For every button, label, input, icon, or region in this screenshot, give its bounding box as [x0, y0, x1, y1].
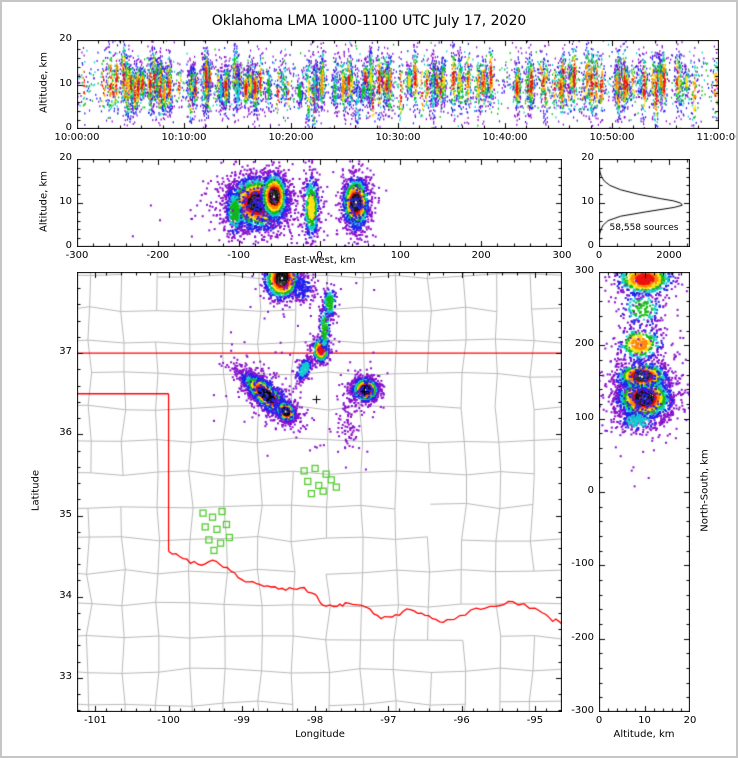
y-tick-label: 10 — [59, 196, 72, 207]
ew-panel-xlabel: East-West, km — [284, 255, 356, 266]
x-tick-label: -97 — [380, 715, 397, 726]
y-tick-label: -200 — [571, 631, 594, 643]
x-tick-label: -101 — [83, 715, 107, 726]
y-tick-label: 10 — [581, 196, 594, 207]
map-xlabel: Longitude — [295, 729, 345, 740]
x-tick-label: 20 — [683, 715, 697, 726]
y-tick-label: 200 — [574, 338, 594, 350]
figure-title: Oklahoma LMA 1000-1100 UTC July 17, 2020 — [211, 13, 527, 29]
y-tick-label: 20 — [59, 33, 72, 44]
map-ylabel: Latitude — [30, 469, 42, 512]
x-tick-label: 0 — [316, 250, 323, 261]
y-tick-label: 100 — [574, 411, 594, 423]
time-altitude-plot — [77, 40, 719, 129]
x-tick-label: 10:50:00 — [589, 132, 635, 143]
x-tick-label: -98 — [306, 715, 324, 726]
y-tick-label: 300 — [574, 265, 594, 276]
map-plot — [77, 272, 562, 712]
x-tick-label: 11:00:00 — [696, 132, 738, 143]
y-tick-label: 36 — [59, 427, 72, 439]
x-tick-label: -100 — [227, 250, 250, 261]
x-tick-label: 10:40:00 — [482, 132, 528, 143]
y-tick-label: -100 — [571, 558, 594, 570]
y-tick-label: 0 — [65, 122, 72, 133]
y-tick-label: -300 — [571, 705, 594, 716]
x-tick-label: 10:10:00 — [161, 132, 207, 143]
y-tick-label: 37 — [59, 346, 72, 358]
eastwest-altitude-plot — [77, 159, 562, 247]
x-tick-label: 300 — [552, 250, 572, 261]
x-tick-label: 10:30:00 — [375, 132, 421, 143]
y-tick-label: 20 — [59, 152, 72, 163]
x-tick-label: 10:00:00 — [54, 132, 100, 143]
x-tick-label: 10:20:00 — [268, 132, 314, 143]
y-tick-label: 33 — [59, 670, 72, 682]
y-tick-label: 35 — [59, 508, 72, 520]
x-tick-label: 0 — [595, 250, 603, 261]
x-tick-label: -300 — [65, 250, 89, 261]
x-tick-label: 200 — [471, 250, 491, 261]
x-tick-label: -100 — [157, 715, 180, 726]
y-tick-label: 34 — [59, 589, 72, 601]
sources-count-label: 58,558 sources — [609, 223, 679, 233]
x-tick-label: 2000 — [656, 250, 682, 261]
x-tick-label: 100 — [390, 250, 410, 261]
x-tick-label: -99 — [233, 715, 250, 726]
y-tick-label: 0 — [587, 240, 594, 251]
x-tick-label: 10 — [638, 715, 651, 726]
y-tick-label: 20 — [581, 152, 594, 163]
y-tick-label: 0 — [65, 240, 72, 251]
x-tick-label: -95 — [526, 715, 544, 726]
ns-panel-ylabel: North-South, km — [699, 449, 711, 532]
y-tick-label: 10 — [59, 77, 72, 89]
x-tick-label: -96 — [453, 715, 470, 726]
x-tick-label: 0 — [595, 715, 603, 726]
altitude-histogram-plot — [599, 159, 690, 247]
y-tick-label: 0 — [587, 485, 594, 496]
x-tick-label: -200 — [146, 250, 170, 261]
altitude-northsouth-plot — [599, 272, 690, 712]
ns-panel-xlabel: Altitude, km — [613, 729, 675, 740]
